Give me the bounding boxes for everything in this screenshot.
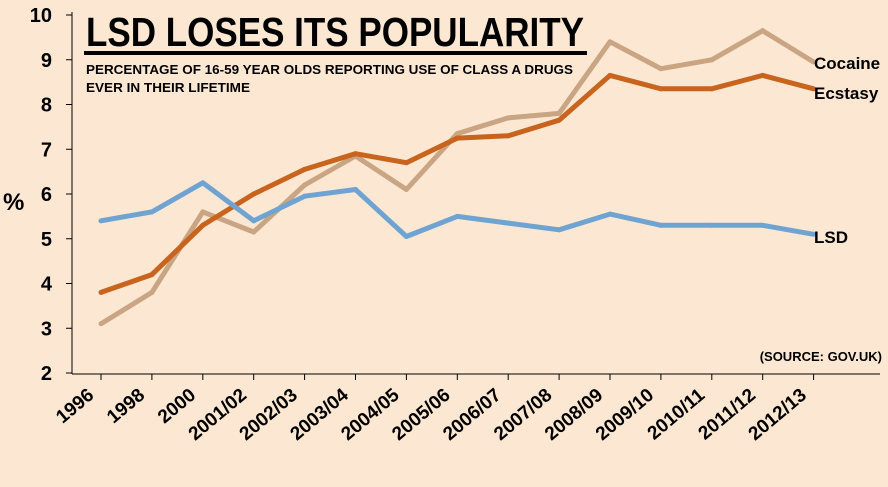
data-point-lsd: [200, 180, 206, 186]
data-point-lsd: [505, 220, 511, 226]
data-point-lsd: [149, 209, 155, 215]
chart-subtitle-line1: PERCENTAGE OF 16-59 YEAR OLDS REPORTING …: [86, 62, 573, 77]
data-point-lsd: [709, 222, 715, 228]
data-point-cocaine: [709, 57, 715, 63]
data-point-ecstasy: [709, 86, 715, 92]
data-point-ecstasy: [149, 272, 155, 278]
title-underline: [84, 51, 587, 55]
data-point-cocaine: [556, 110, 562, 116]
data-point-lsd: [760, 222, 766, 228]
data-point-lsd: [98, 218, 104, 224]
y-tick-label: 7: [41, 139, 52, 161]
data-point-ecstasy: [556, 117, 562, 123]
chart-subtitle-line2: EVER IN THEIR LIFETIME: [86, 80, 250, 95]
series-line-lsd: [100, 180, 815, 239]
y-tick-label: 3: [41, 318, 52, 340]
data-point-lsd: [658, 222, 664, 228]
data-point-ecstasy: [454, 135, 460, 141]
x-tick-label: 1996: [52, 385, 98, 428]
data-point-ecstasy: [760, 72, 766, 78]
x-tick-label: 1998: [103, 385, 149, 428]
data-point-ecstasy: [811, 86, 817, 92]
data-point-lsd: [607, 211, 613, 217]
x-tick-label: 2012/13: [745, 385, 811, 445]
data-point-lsd: [302, 193, 308, 199]
data-point-ecstasy: [403, 160, 409, 166]
data-point-cocaine: [607, 39, 613, 45]
data-point-cocaine: [403, 187, 409, 193]
data-point-lsd: [403, 234, 409, 240]
y-tick-label: 4: [41, 274, 53, 296]
data-point-ecstasy: [607, 72, 613, 78]
data-point-ecstasy: [658, 86, 664, 92]
data-point-lsd: [454, 213, 460, 219]
y-axis-label: %: [3, 189, 24, 216]
data-point-ecstasy: [505, 133, 511, 139]
y-tick-label: 8: [41, 95, 52, 117]
series-label-ecstasy: Ecstasy: [814, 84, 879, 103]
data-point-cocaine: [149, 289, 155, 295]
y-tick-label: 2: [41, 363, 52, 385]
data-point-cocaine: [760, 28, 766, 34]
data-point-lsd: [353, 187, 358, 193]
data-point-cocaine: [98, 321, 104, 327]
data-point-cocaine: [251, 229, 257, 235]
chart-title: LSD LOSES ITS POPULARITY: [86, 9, 584, 55]
data-point-cocaine: [302, 182, 308, 188]
y-tick-label: 9: [41, 50, 52, 72]
series-label-cocaine: Cocaine: [814, 54, 880, 73]
series-label-lsd: LSD: [814, 228, 848, 247]
data-point-cocaine: [200, 209, 206, 215]
data-point-cocaine: [658, 66, 664, 72]
data-point-lsd: [811, 231, 817, 237]
y-tick-label: 10: [30, 5, 52, 27]
data-point-ecstasy: [200, 222, 206, 228]
data-point-cocaine: [454, 131, 460, 137]
data-point-ecstasy: [98, 289, 104, 295]
x-tick-label: 2009/10: [592, 385, 658, 445]
data-point-cocaine: [505, 115, 511, 121]
y-tick-label: 6: [41, 184, 52, 206]
data-point-ecstasy: [353, 151, 358, 157]
data-point-cocaine: [811, 59, 817, 65]
data-point-lsd: [251, 218, 257, 224]
source-note: (SOURCE: GOV.UK): [760, 349, 882, 364]
data-point-ecstasy: [251, 191, 257, 197]
y-tick-label: 5: [41, 229, 52, 251]
data-point-lsd: [556, 227, 562, 233]
data-point-ecstasy: [302, 166, 308, 172]
